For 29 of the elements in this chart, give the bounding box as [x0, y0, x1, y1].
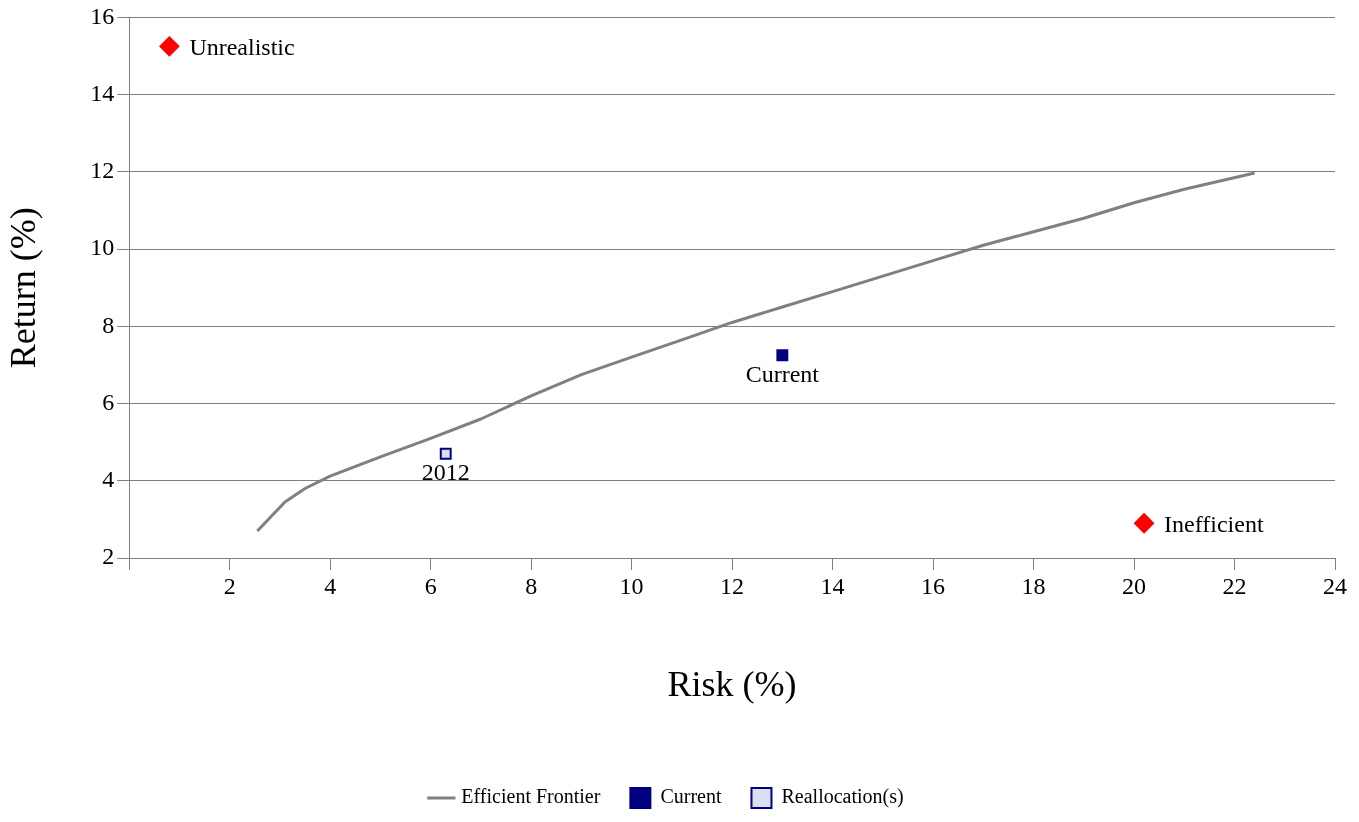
legend-label: Current	[660, 785, 722, 808]
y-tick-label: 10	[90, 234, 115, 261]
y-tick-label: 4	[102, 466, 115, 493]
y-tick-label: 8	[102, 311, 115, 338]
y-tick-label: 6	[102, 388, 115, 415]
annotation: Inefficient	[1164, 510, 1264, 537]
x-tick-label: 14	[820, 572, 845, 599]
y-tick-label: 14	[90, 79, 115, 106]
y-axis-title: Return (%)	[3, 207, 44, 369]
x-axis-title: Risk (%)	[667, 663, 797, 704]
y-tick-label: 2	[102, 543, 115, 570]
x-tick-label: 24	[1323, 572, 1347, 599]
x-tick-label: 4	[324, 572, 337, 599]
x-tick-label: 16	[921, 572, 946, 599]
x-tick-label: 22	[1222, 572, 1247, 599]
x-tick-label: 8	[525, 572, 538, 599]
y-tick-label: 12	[90, 157, 115, 184]
y-tick-label: 16	[90, 2, 115, 29]
x-tick-label: 6	[424, 572, 437, 599]
legend-label: Reallocation(s)	[781, 785, 904, 809]
annotation: 2012	[421, 459, 470, 486]
annotation: Current	[745, 360, 820, 387]
legend-label: Efficient Frontier	[461, 785, 601, 808]
x-tick-label: 10	[619, 572, 644, 599]
annotation: Unrealistic	[189, 33, 295, 60]
x-tick-label: 18	[1021, 572, 1046, 599]
x-tick-label: 2	[223, 572, 236, 599]
x-tick-label: 20	[1122, 572, 1147, 599]
x-tick-label: 12	[720, 572, 745, 599]
